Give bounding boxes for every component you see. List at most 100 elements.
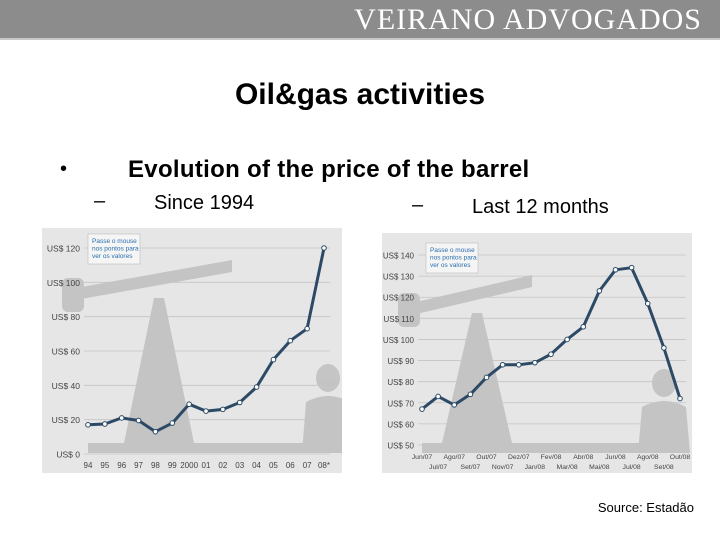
data-point xyxy=(596,288,603,294)
pumpjack-beam xyxy=(76,260,232,300)
data-point xyxy=(451,402,458,408)
data-point xyxy=(483,374,490,381)
data-point xyxy=(580,323,587,330)
y-tick-label: US$ 70 xyxy=(387,399,414,408)
data-point xyxy=(677,395,683,402)
data-point xyxy=(135,417,142,424)
y-tick-label: US$ 80 xyxy=(52,312,81,322)
x-tick-label: 99 xyxy=(168,461,177,470)
data-point xyxy=(118,415,125,421)
x-tick-label: 05 xyxy=(269,461,278,470)
data-point xyxy=(186,401,192,408)
x-tick-label: Set/07 xyxy=(461,464,481,471)
data-point xyxy=(564,336,570,343)
x-tick-label: 98 xyxy=(151,461,160,470)
x-tick-label: Nov/07 xyxy=(492,464,514,471)
chart-since-1994: US$ 0 US$ 20 US$ 40 US$ 60 US$ 80 US$ 100 US$ … xyxy=(42,228,342,473)
pumpjack-illustration xyxy=(398,275,690,453)
pumpjack-beam xyxy=(412,275,532,315)
data-point xyxy=(644,300,651,307)
header-bar: VEIRANO ADVOGADOS xyxy=(0,0,720,38)
x-tick-label: 03 xyxy=(235,461,244,470)
ground-line xyxy=(88,443,324,453)
data-point xyxy=(467,391,474,398)
worker-body xyxy=(638,401,690,453)
data-point xyxy=(304,325,310,332)
pumpjack-head xyxy=(398,293,420,327)
data-point xyxy=(419,406,425,412)
slide-title: Oil&gas activities xyxy=(234,78,486,111)
data-point xyxy=(515,361,522,368)
right-dash: – xyxy=(412,194,424,216)
x-tick-label: Mai/08 xyxy=(589,464,610,471)
x-tick-label: 95 xyxy=(100,461,109,470)
source-note: Source: Estadão xyxy=(597,500,694,515)
x-tick-label: Dez/07 xyxy=(508,454,530,461)
x-tick-label: 2000 xyxy=(180,461,198,470)
x-tick-label: Jun/08 xyxy=(605,454,626,461)
hover-note-text: Passe o mouse xyxy=(92,238,137,245)
x-tick-label: Fev/08 xyxy=(541,454,562,461)
y-tick-label: US$ 60 xyxy=(52,347,81,357)
pumpjack-tower xyxy=(124,298,194,443)
x-tick-label: 96 xyxy=(117,461,126,470)
x-tick-label: Out/07 xyxy=(476,454,497,461)
y-tick-label: US$ 0 xyxy=(56,450,80,460)
y-tick-label: US$ 110 xyxy=(383,315,414,324)
hover-note-text: nos pontos para xyxy=(430,255,477,262)
y-tick-label: US$ 120 xyxy=(383,294,415,303)
left-dash: – xyxy=(94,190,106,212)
y-tick-label: US$ 90 xyxy=(387,357,414,366)
y-tick-label: US$ 50 xyxy=(387,442,414,451)
data-point xyxy=(612,266,619,273)
data-point xyxy=(236,399,243,406)
data-point xyxy=(532,359,538,366)
header-rule xyxy=(0,38,720,40)
data-point xyxy=(435,393,441,400)
hover-note-text: ver os valores xyxy=(92,253,133,260)
bullet-text: Evolution of the price of the barrel xyxy=(128,156,530,183)
hover-note-text: ver os valores xyxy=(430,262,471,269)
x-tick-label: Jan/08 xyxy=(525,464,546,471)
x-tick-label: 94 xyxy=(84,461,93,470)
data-point xyxy=(85,422,91,428)
data-point xyxy=(152,428,159,435)
y-tick-label: US$ 120 xyxy=(47,244,80,254)
right-chart-label: Last 12 months xyxy=(472,196,609,218)
worker-body xyxy=(302,396,342,453)
data-point xyxy=(220,406,226,413)
y-tick-label: US$ 40 xyxy=(52,381,81,391)
x-tick-label: Out/08 xyxy=(670,454,691,461)
data-point xyxy=(102,421,108,427)
hover-note-text: Passe o mouse xyxy=(430,247,475,254)
brand-logo: VEIRANO ADVOGADOS xyxy=(354,3,702,36)
x-tick-label: 04 xyxy=(252,461,261,470)
y-tick-label: US$ 20 xyxy=(52,415,81,425)
worker-head xyxy=(316,364,340,392)
pumpjack-illustration xyxy=(62,260,342,453)
y-tick-label: US$ 80 xyxy=(387,378,414,387)
x-tick-label: Jul/08 xyxy=(623,464,641,471)
x-tick-label: 01 xyxy=(202,461,211,470)
hover-note-text: nos pontos para xyxy=(92,246,139,253)
x-tick-label: Ago/08 xyxy=(637,454,659,461)
x-tick-label: 07 xyxy=(303,461,312,470)
ground-line xyxy=(422,443,680,453)
hover-note-box xyxy=(87,233,141,265)
worker-head xyxy=(652,369,676,397)
pumpjack-tower xyxy=(442,313,512,443)
x-tick-label: Jun/07 xyxy=(412,454,433,461)
y-tick-label: US$ 60 xyxy=(387,420,414,429)
x-tick-label: Abr/08 xyxy=(573,454,593,461)
chart-last-12-months: US$ 50 US$ 60 US$ 70 US$ 80 US$ 90 US$ 100 US$… xyxy=(382,233,692,473)
left-chart-label: Since 1994 xyxy=(154,192,255,214)
y-tick-label: US$ 140 xyxy=(383,252,415,261)
x-tick-label: 08* xyxy=(318,461,330,470)
hover-note-box xyxy=(425,242,479,274)
x-tick-label: Jul/07 xyxy=(429,464,447,471)
data-point xyxy=(169,420,176,426)
bullet-symbol: • xyxy=(60,158,68,180)
x-tick-label: 02 xyxy=(218,461,227,470)
y-tick-label: US$ 100 xyxy=(47,278,80,288)
x-tick-label: 06 xyxy=(286,461,295,470)
